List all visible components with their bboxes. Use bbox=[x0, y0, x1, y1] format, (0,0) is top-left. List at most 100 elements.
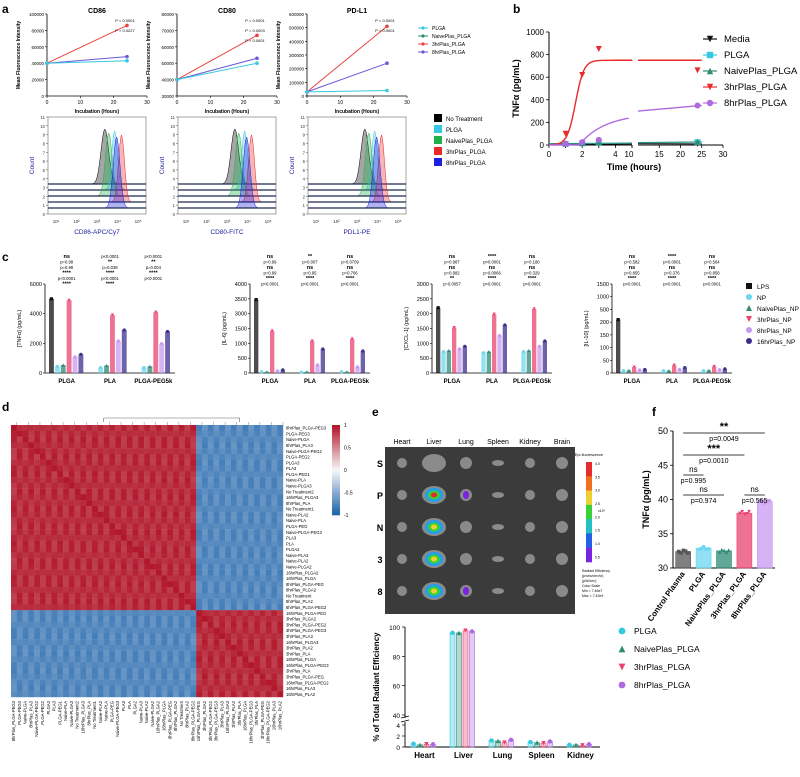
heatmap-cell bbox=[34, 633, 41, 640]
data-point bbox=[497, 334, 502, 338]
heatmap-cell bbox=[103, 500, 110, 507]
row-label: 16hrPlas_PLGA-PEG bbox=[286, 611, 326, 616]
heatmap-cell bbox=[109, 592, 116, 599]
image-column-label: Brain bbox=[554, 439, 570, 446]
heatmap-cell bbox=[230, 540, 237, 547]
heatmap-cell bbox=[219, 488, 226, 495]
heatmap-cell bbox=[167, 627, 174, 634]
heatmap-cell bbox=[138, 552, 145, 559]
column-label: 3hrPlas_PLGA-PEG bbox=[260, 701, 265, 739]
colorbar-tick: -0.5 bbox=[344, 491, 353, 497]
heatmap-cell bbox=[63, 610, 70, 617]
heatmap-cell bbox=[138, 534, 145, 541]
heatmap-cell bbox=[155, 587, 162, 594]
data-point bbox=[321, 347, 325, 351]
heatmap-cell bbox=[28, 546, 35, 553]
heatmap-cell bbox=[277, 668, 284, 675]
p-value: p=0.0010 bbox=[699, 458, 728, 465]
heatmap-cell bbox=[132, 459, 139, 466]
heatmap-cell bbox=[201, 471, 208, 478]
heatmap-cell bbox=[248, 465, 255, 472]
heatmap-cell bbox=[178, 598, 185, 605]
heatmap-cell bbox=[68, 662, 75, 669]
data-point bbox=[67, 298, 71, 302]
significance-annotation: p=0.180 bbox=[524, 260, 540, 265]
colorbar-segment bbox=[332, 427, 340, 430]
data-point bbox=[125, 54, 129, 59]
heatmap-cell bbox=[144, 436, 151, 443]
heatmap-cell bbox=[132, 517, 139, 524]
heatmap-cell bbox=[149, 563, 156, 570]
organ-Lung bbox=[460, 553, 472, 565]
heatmap-cell bbox=[22, 598, 29, 605]
heatmap-cell bbox=[161, 592, 168, 599]
heatmap-cell bbox=[230, 465, 237, 472]
y-tick-label: 1000 bbox=[417, 341, 429, 347]
data-point bbox=[73, 355, 77, 359]
heatmap-cell bbox=[219, 517, 226, 524]
heatmap-cell bbox=[22, 575, 29, 582]
heatmap-cell bbox=[259, 563, 266, 570]
heatmap-cell bbox=[254, 523, 261, 530]
heatmap-cell bbox=[236, 685, 243, 692]
heatmap-cell bbox=[34, 598, 41, 605]
legend-label: 3hrPlas_NP bbox=[757, 317, 792, 324]
heatmap-cell bbox=[86, 592, 93, 599]
heatmap-cell bbox=[155, 471, 162, 478]
heatmap-cell bbox=[126, 511, 133, 518]
heatmap-cell bbox=[11, 587, 17, 594]
column-label: Naive-PLA3 bbox=[138, 700, 143, 723]
y-tick-label: 35 bbox=[658, 529, 668, 539]
row-label: 16hrPlas_PLGA bbox=[286, 657, 316, 662]
heatmap-cell bbox=[97, 482, 104, 489]
heatmap-cell bbox=[22, 436, 29, 443]
heatmap-cell bbox=[11, 506, 17, 513]
heatmap-cell bbox=[207, 558, 214, 565]
heatmap-cell bbox=[138, 598, 145, 605]
heatmap-cell bbox=[173, 477, 180, 484]
heatmap-cell bbox=[115, 430, 122, 437]
heatmap-cell bbox=[97, 685, 104, 692]
heatmap-cell bbox=[34, 679, 41, 686]
heatmap-cell bbox=[138, 482, 145, 489]
heatmap-cell bbox=[201, 442, 208, 449]
heatmap-cell bbox=[161, 448, 168, 455]
heatmap-cell bbox=[132, 523, 139, 530]
heatmap-cell bbox=[259, 575, 266, 582]
heatmap-cell bbox=[173, 650, 180, 657]
heatmap-cell bbox=[11, 604, 17, 611]
data-point bbox=[547, 739, 553, 744]
legend-marker bbox=[421, 26, 425, 30]
heatmap-cell bbox=[120, 477, 127, 484]
heatmap-cell bbox=[219, 615, 226, 622]
heatmap-cell bbox=[22, 673, 29, 680]
image-row-label: 8 bbox=[377, 587, 382, 597]
heatmap-cell bbox=[149, 644, 156, 651]
heatmap-cell bbox=[126, 488, 133, 495]
heatmap-cell bbox=[51, 523, 58, 530]
heatmap-cell bbox=[254, 540, 261, 547]
heatmap-cell bbox=[39, 587, 46, 594]
heatmap-cell bbox=[28, 482, 35, 489]
heatmap-cell bbox=[126, 685, 133, 692]
heatmap-cell bbox=[225, 691, 232, 698]
heatmap-cell bbox=[144, 494, 151, 501]
heatmap-cell bbox=[22, 506, 29, 513]
significance-annotation: p<0.0001 bbox=[101, 254, 119, 259]
heatmap-cell bbox=[219, 621, 226, 628]
heatmap-cell bbox=[74, 488, 81, 495]
heatmap-cell bbox=[103, 615, 110, 622]
heatmap-cell bbox=[57, 569, 64, 576]
heatmap-cell bbox=[115, 529, 122, 536]
heatmap-cell bbox=[254, 552, 261, 559]
column-label: 8hrPlas_PLGA2 bbox=[173, 700, 178, 731]
heatmap-cell bbox=[138, 644, 145, 651]
heatmap-cell bbox=[120, 471, 127, 478]
heatmap-cell bbox=[184, 529, 191, 536]
heatmap-cell bbox=[28, 534, 35, 541]
heatmap-cell bbox=[213, 679, 220, 686]
heatmap-cell bbox=[144, 500, 151, 507]
heatmap-cell bbox=[92, 615, 99, 622]
column-label: PLA bbox=[127, 701, 132, 709]
